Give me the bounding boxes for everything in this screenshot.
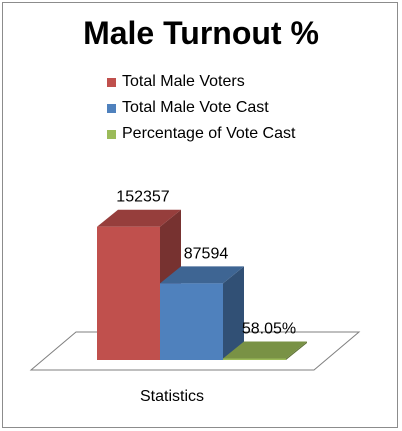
bar-top-total-male-voters xyxy=(97,209,181,227)
legend-swatch-percentage-of-vote-cast xyxy=(107,129,116,139)
legend-label-percentage-of-vote-cast: Percentage of Vote Cast xyxy=(122,125,296,142)
bar-percentage-of-vote-cast xyxy=(223,341,307,360)
chart-legend: Total Male Voters Total Male Vote Cast P… xyxy=(107,69,295,147)
legend-label-total-male-voters: Total Male Voters xyxy=(122,73,245,90)
x-axis-category-label: Statistics xyxy=(140,388,204,405)
data-label-total-male-voters: 152357 xyxy=(116,189,169,206)
legend-item-percentage-of-vote-cast: Percentage of Vote Cast xyxy=(107,121,295,147)
legend-swatch-total-male-voters xyxy=(107,77,116,87)
chart-frame: Male Turnout % Total Male Voters Total M… xyxy=(2,2,398,428)
legend-item-total-male-voters: Total Male Voters xyxy=(107,69,295,95)
legend-item-total-male-vote-cast: Total Male Vote Cast xyxy=(107,95,295,121)
chart-title: Male Turnout % xyxy=(83,15,319,51)
data-label-percentage-of-vote-cast: 58.05% xyxy=(242,321,296,338)
bar-side-total-male-vote-cast xyxy=(223,266,244,360)
bar-front-percentage-of-vote-cast xyxy=(223,358,286,360)
bar-front-total-male-voters xyxy=(97,226,160,360)
plot-area: Statistics 152357 87594 58.05% xyxy=(29,189,361,405)
bar-front-total-male-vote-cast xyxy=(160,283,223,360)
bar-side-percentage-of-vote-cast xyxy=(286,341,307,360)
bar-top-total-male-vote-cast xyxy=(160,266,244,284)
bars-group: 152357 87594 58.05% xyxy=(97,189,307,360)
legend-label-total-male-vote-cast: Total Male Vote Cast xyxy=(122,99,269,116)
bar-top-percentage-of-vote-cast xyxy=(223,341,307,359)
data-label-total-male-vote-cast: 87594 xyxy=(184,245,229,262)
legend-swatch-total-male-vote-cast xyxy=(107,103,116,113)
bar-total-male-vote-cast xyxy=(160,266,244,360)
